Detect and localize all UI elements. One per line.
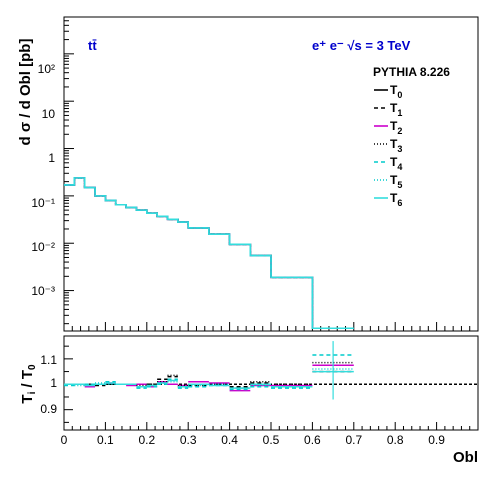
generator-label: PYTHIA 8.226	[373, 65, 450, 79]
main-y-axis-title: d σ / d Obl [pb]	[17, 39, 34, 146]
legend-label-T3: T3	[390, 137, 402, 154]
ratio-ytick-label: 0.9	[40, 402, 57, 416]
legend-label-T1: T1	[390, 101, 402, 118]
ratio-xtick-label: 0.4	[221, 433, 238, 447]
main-axis-ticks	[63, 16, 479, 331]
ratio-xtick-label: 0.7	[345, 433, 362, 447]
main-ytick-label: 10⁻³	[31, 284, 55, 298]
legend-label-sub: 6	[397, 198, 402, 208]
legend-label-base: T	[390, 155, 398, 169]
legend-label-T2: T2	[390, 119, 402, 136]
legend-label-sub: 4	[397, 162, 402, 172]
legend-label-base: T	[390, 191, 398, 205]
ratio-xtick-label: 0.1	[97, 433, 114, 447]
main-series-T6	[64, 177, 354, 330]
ratio-axis-ticks	[63, 345, 479, 430]
ratio-xtick-label: 0.6	[304, 433, 321, 447]
main-ytick-label: 1	[48, 151, 55, 165]
ratio-ylabel-base: T	[19, 394, 36, 403]
legend-label-sub: 1	[397, 108, 402, 118]
ratio-xtick-label: 0	[61, 433, 68, 447]
legend-label-sub: 3	[397, 144, 402, 154]
main-ytick-label: 10	[42, 107, 56, 121]
ratio-xtick-label: 0.2	[138, 433, 155, 447]
ratio-xtick-label: 0.8	[387, 433, 404, 447]
legend-label-sub: 2	[397, 126, 402, 136]
main-ytick-label: 10⁻¹	[31, 196, 55, 210]
legend-label-base: T	[390, 101, 398, 115]
legend-label-base: T	[390, 119, 398, 133]
ratio-plot-area	[64, 341, 478, 400]
beam-label: e⁺ e⁻ √s = 3 TeV	[312, 38, 411, 53]
ratio-xtick-label: 0.3	[180, 433, 197, 447]
ratio-ylabel-sub: i	[27, 391, 38, 394]
legend-label-base: T	[390, 173, 398, 187]
main-plot-area	[64, 177, 354, 330]
ratio-series-T4	[64, 354, 354, 391]
legend-label-T0: T0	[390, 83, 402, 100]
process-label: tt̄	[88, 38, 97, 53]
legend-label-sub: 0	[397, 90, 402, 100]
main-ytick-label: 10⁻²	[31, 240, 55, 254]
x-axis-title: Obl	[453, 449, 478, 466]
ratio-series-T1	[64, 370, 354, 388]
ratio-ylabel-mid: / T	[19, 370, 36, 392]
ratio-xtick-label: 0.5	[263, 433, 280, 447]
ratio-y-axis-title: Ti / T0	[19, 364, 38, 404]
legend-label-base: T	[390, 83, 398, 97]
ratio-xtick-label: 0.9	[428, 433, 445, 447]
legend-label-base: T	[390, 137, 398, 151]
ratio-ytick-label: 1.1	[40, 353, 57, 367]
legend-label-T4: T4	[390, 155, 402, 172]
main-ytick-label: 10²	[38, 62, 55, 76]
ratio-ylabel-sub2: 0	[27, 364, 38, 370]
legend-label-T6: T6	[390, 191, 402, 208]
legend-label-T5: T5	[390, 173, 402, 190]
ratio-series-T6	[64, 370, 354, 389]
legend-label-sub: 5	[397, 180, 402, 190]
ratio-ytick-label: 1	[50, 376, 57, 390]
